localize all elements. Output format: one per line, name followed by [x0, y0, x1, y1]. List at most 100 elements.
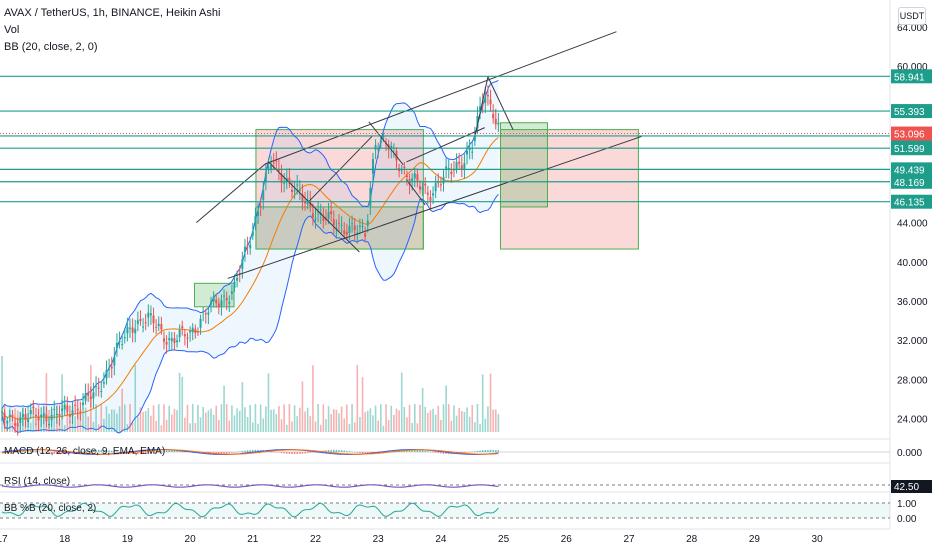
candle-body [497, 122, 500, 125]
macd-hist-bar [61, 452, 63, 455]
volume-bar [369, 408, 372, 432]
volume-bar [134, 365, 137, 432]
volume-bar [254, 404, 257, 432]
candle-body [275, 160, 278, 162]
candle-body [298, 189, 301, 191]
volume-bar [429, 410, 432, 432]
macd-hist-bar [158, 451, 160, 453]
candle-body [262, 189, 265, 200]
macd-hist-bar [32, 450, 35, 452]
candle-body [351, 223, 354, 225]
macd-hist-bar [150, 452, 152, 454]
macd-hist-bar [364, 452, 366, 454]
candle-body [353, 225, 356, 231]
candle-body [484, 96, 487, 104]
candle-body [178, 330, 181, 338]
bbpb-label[interactable]: BB %B (20, close, 2) [4, 503, 97, 514]
macd-hist-bar [327, 450, 330, 452]
symbol-title[interactable]: AVAX / TetherUS, 1h, BINANCE, Heikin Ash… [4, 7, 221, 19]
candle-body [32, 406, 35, 408]
bb-indicator-label[interactable]: BB (20, close, 2, 0) [4, 41, 98, 53]
trendline-upper[interactable] [265, 31, 617, 165]
candle-body [142, 326, 145, 328]
macd-hist-bar [64, 452, 66, 455]
candle-body [97, 387, 100, 389]
rsi-label[interactable]: RSI (14, close) [4, 476, 71, 487]
candle-body [243, 246, 246, 253]
macd-hist-bar [356, 452, 358, 453]
macd-hist-bar [134, 452, 136, 455]
volume-bar [262, 418, 265, 432]
volume-bar [382, 425, 385, 432]
volume-bar [434, 414, 437, 432]
volume-bar [380, 404, 382, 432]
volume-bar [233, 415, 236, 432]
macd-hist-bar [56, 452, 58, 455]
volume-bar [147, 408, 150, 432]
macd-hist-bar [353, 452, 356, 453]
volume-bar [105, 406, 108, 432]
candle-body [191, 327, 194, 333]
macd-hist-bar [113, 451, 116, 452]
trendline-short[interactable] [196, 163, 266, 223]
wedge-seg-d[interactable] [406, 179, 426, 206]
macd-hist-bar [82, 451, 84, 453]
level-label: 48.169 [894, 178, 925, 189]
volume-bar [283, 404, 285, 432]
volume-bar [395, 408, 398, 432]
volume-bar [343, 418, 346, 432]
candle-body [340, 224, 343, 226]
trendline-lower[interactable] [227, 135, 642, 279]
volume-bar [220, 404, 223, 432]
macd-hist-bar [393, 451, 395, 453]
zone-box-green-right[interactable] [499, 122, 548, 208]
volume-bar [84, 407, 87, 432]
volume-bar [437, 405, 440, 432]
volume-bar [207, 410, 210, 432]
macd-label[interactable]: MACD (12, 26, close, 9, EMA, EMA) [4, 446, 166, 457]
candle-body [413, 173, 416, 179]
candle-body [149, 313, 152, 316]
macd-hist-bar [304, 452, 306, 454]
x-tick-label: 20 [185, 534, 197, 545]
volume-bar [346, 404, 348, 432]
candle-body [345, 231, 348, 235]
candle-body [204, 313, 207, 315]
volume-bar [442, 404, 445, 432]
vol-indicator-label[interactable]: Vol [4, 24, 20, 36]
macd-hist-bar [437, 452, 439, 454]
macd-hist-bar [30, 450, 32, 452]
current-price-label: 53.096 [894, 130, 925, 141]
wedge-seg-b[interactable] [368, 121, 404, 166]
spike-right[interactable] [487, 76, 514, 130]
y-tick-label: 44.000 [897, 219, 928, 230]
volume-bar [191, 404, 194, 432]
volume-bar [212, 414, 215, 432]
macd-hist-bar [351, 451, 353, 453]
candle-body [225, 297, 228, 301]
currency-button[interactable]: USDT [898, 7, 926, 25]
macd-hist-bar [401, 450, 403, 452]
spike-left[interactable] [474, 76, 489, 135]
macd-hist-bar [442, 452, 445, 454]
y-tick-label: 28.000 [897, 375, 928, 386]
x-tick-label: 17 [0, 534, 8, 545]
zone-box-red-right[interactable] [499, 129, 639, 250]
volume-bar [210, 408, 212, 432]
candle-body [136, 320, 139, 324]
macd-hist-bar [419, 450, 421, 452]
wedge-lower-1[interactable] [268, 161, 360, 253]
volume-bar [408, 404, 411, 432]
level-label-bg [891, 194, 932, 209]
macd-hist-bar [105, 450, 108, 452]
volume-bar [121, 388, 123, 432]
candle-body [466, 151, 469, 155]
candle-body [311, 213, 314, 218]
candle-body [19, 417, 22, 424]
candle-body [330, 211, 333, 215]
current-price-label-bg [891, 126, 932, 141]
candle-body [382, 136, 385, 138]
volume-bar [455, 415, 458, 432]
